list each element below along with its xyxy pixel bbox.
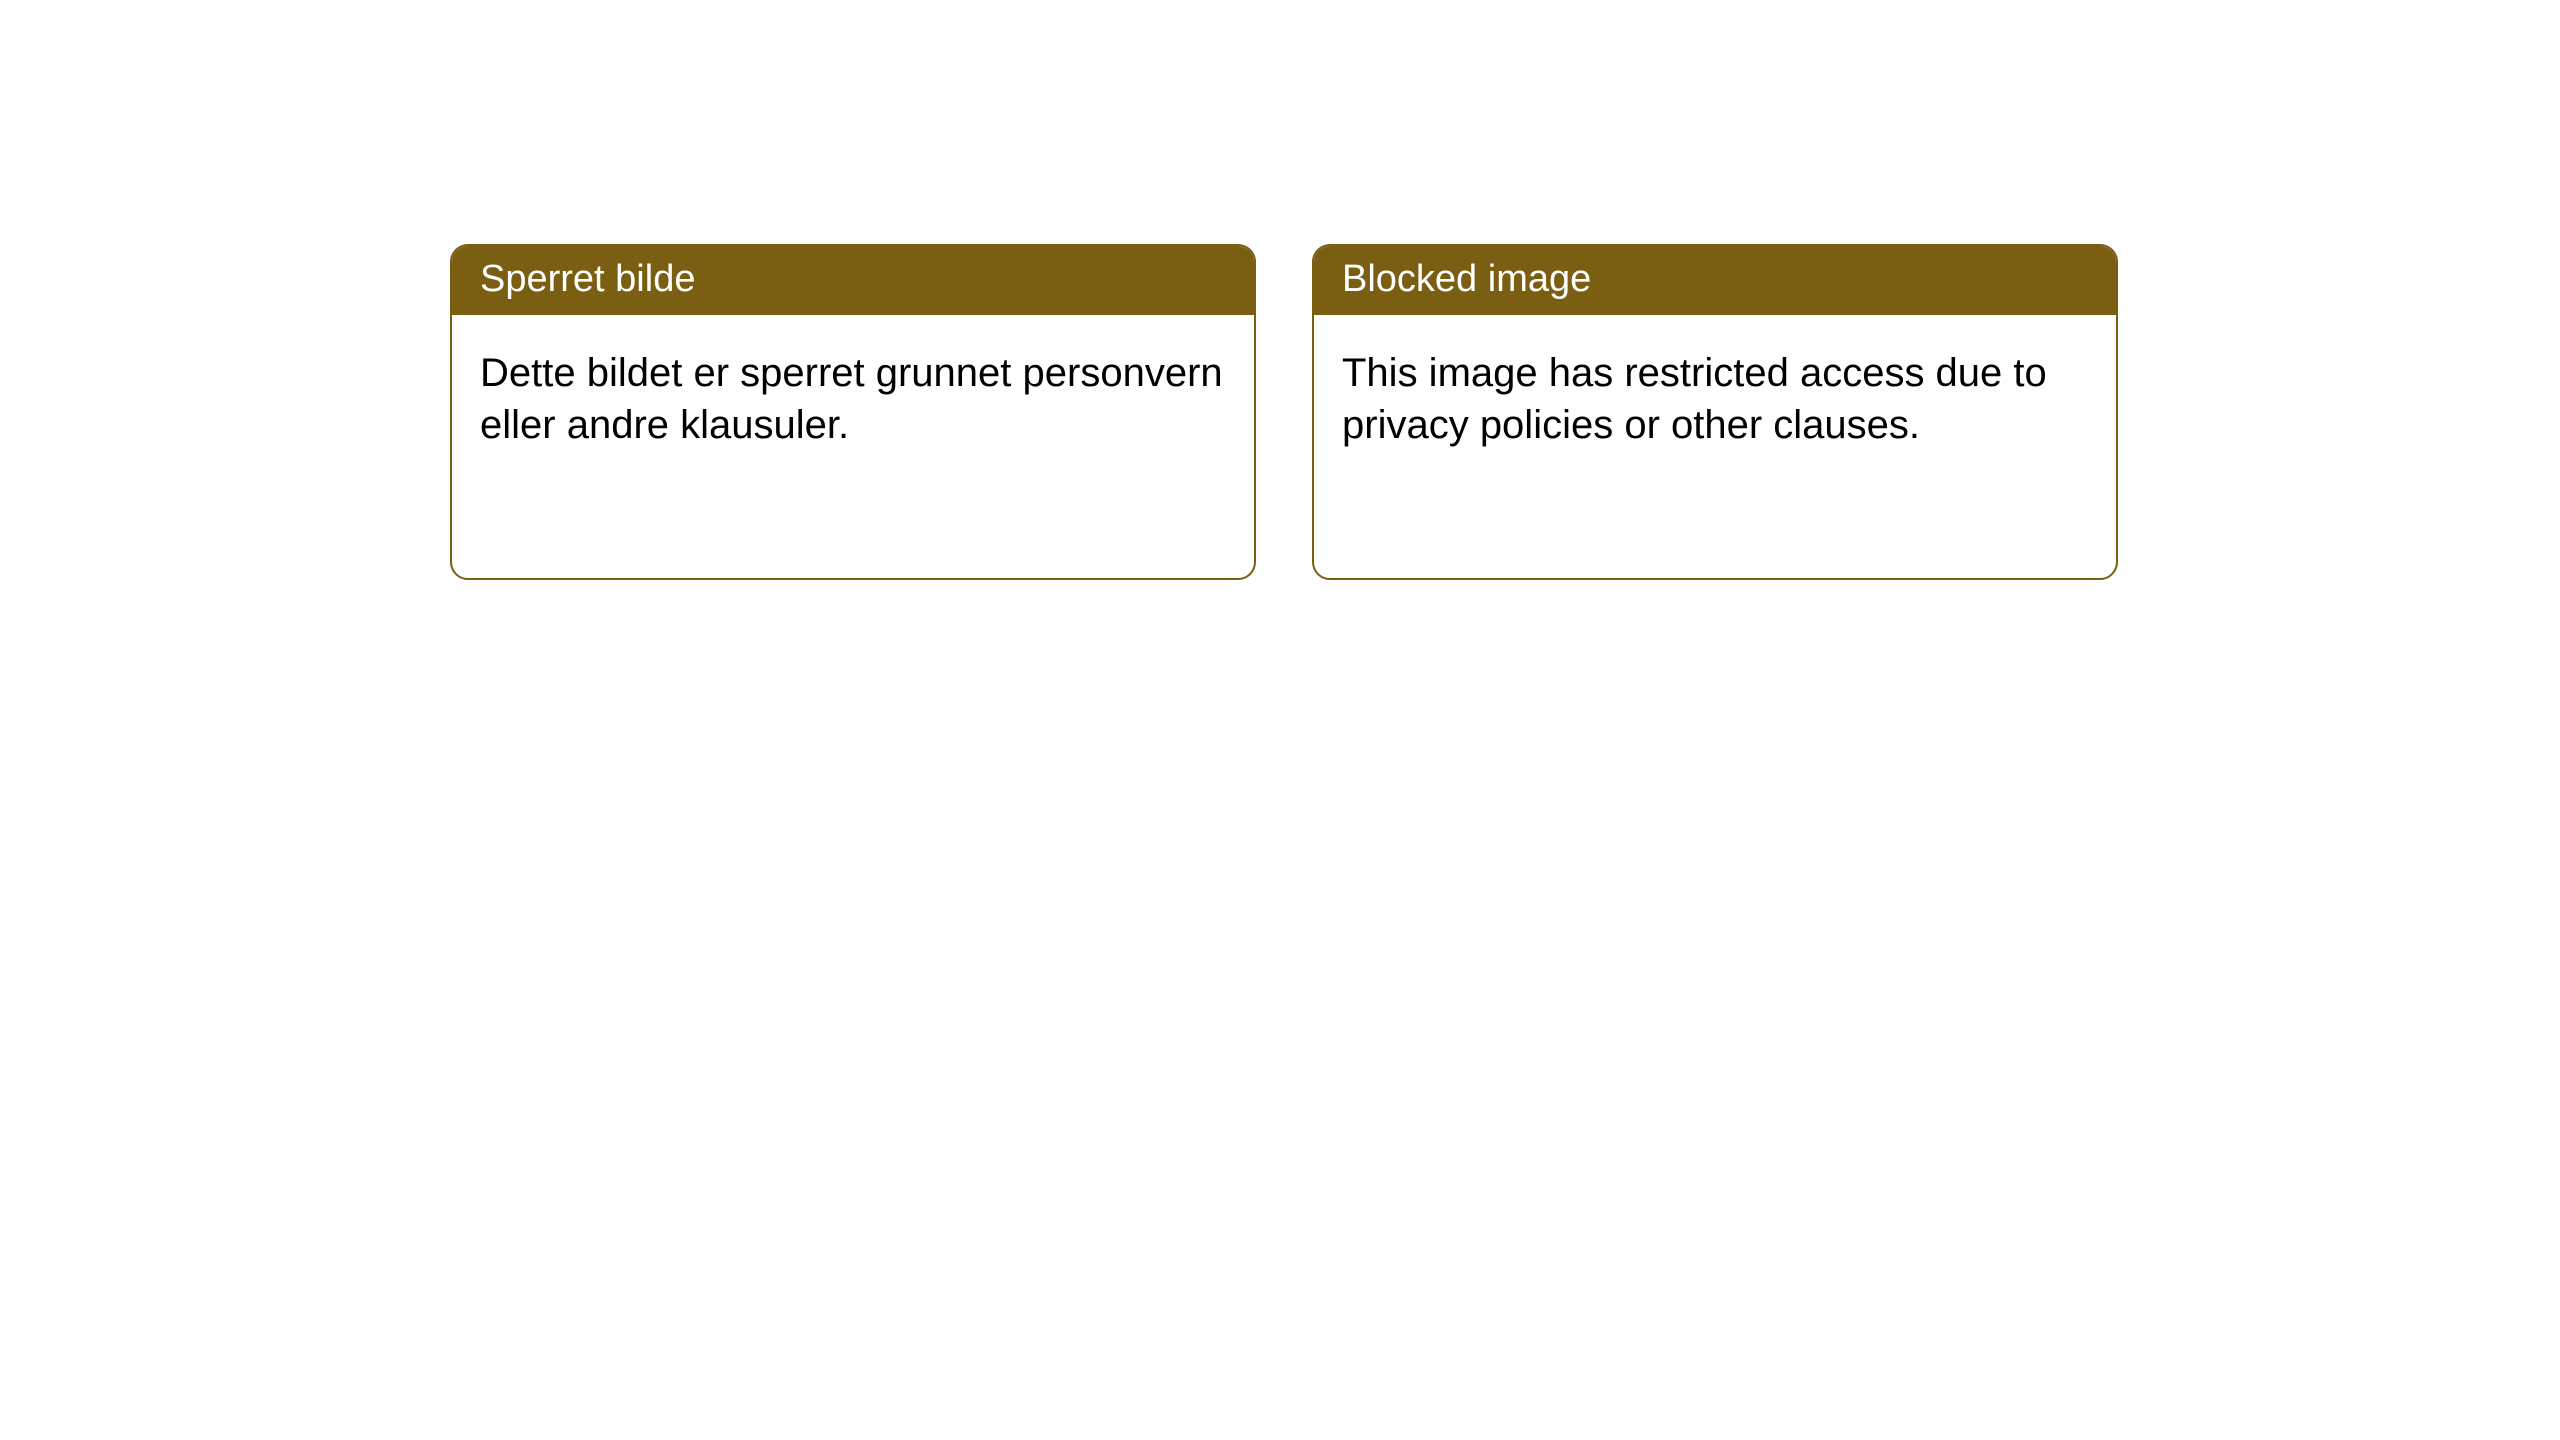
card-body-norwegian: Dette bildet er sperret grunnet personve… <box>452 315 1254 483</box>
card-header-norwegian: Sperret bilde <box>452 246 1254 315</box>
card-header-english: Blocked image <box>1314 246 2116 315</box>
card-body-text: This image has restricted access due to … <box>1342 351 2047 447</box>
card-body-english: This image has restricted access due to … <box>1314 315 2116 483</box>
card-title: Sperret bilde <box>480 258 695 300</box>
notice-card-norwegian: Sperret bilde Dette bildet er sperret gr… <box>450 244 1256 580</box>
card-body-text: Dette bildet er sperret grunnet personve… <box>480 351 1223 447</box>
notice-card-english: Blocked image This image has restricted … <box>1312 244 2118 580</box>
notice-container: Sperret bilde Dette bildet er sperret gr… <box>450 244 2118 580</box>
card-title: Blocked image <box>1342 258 1591 300</box>
